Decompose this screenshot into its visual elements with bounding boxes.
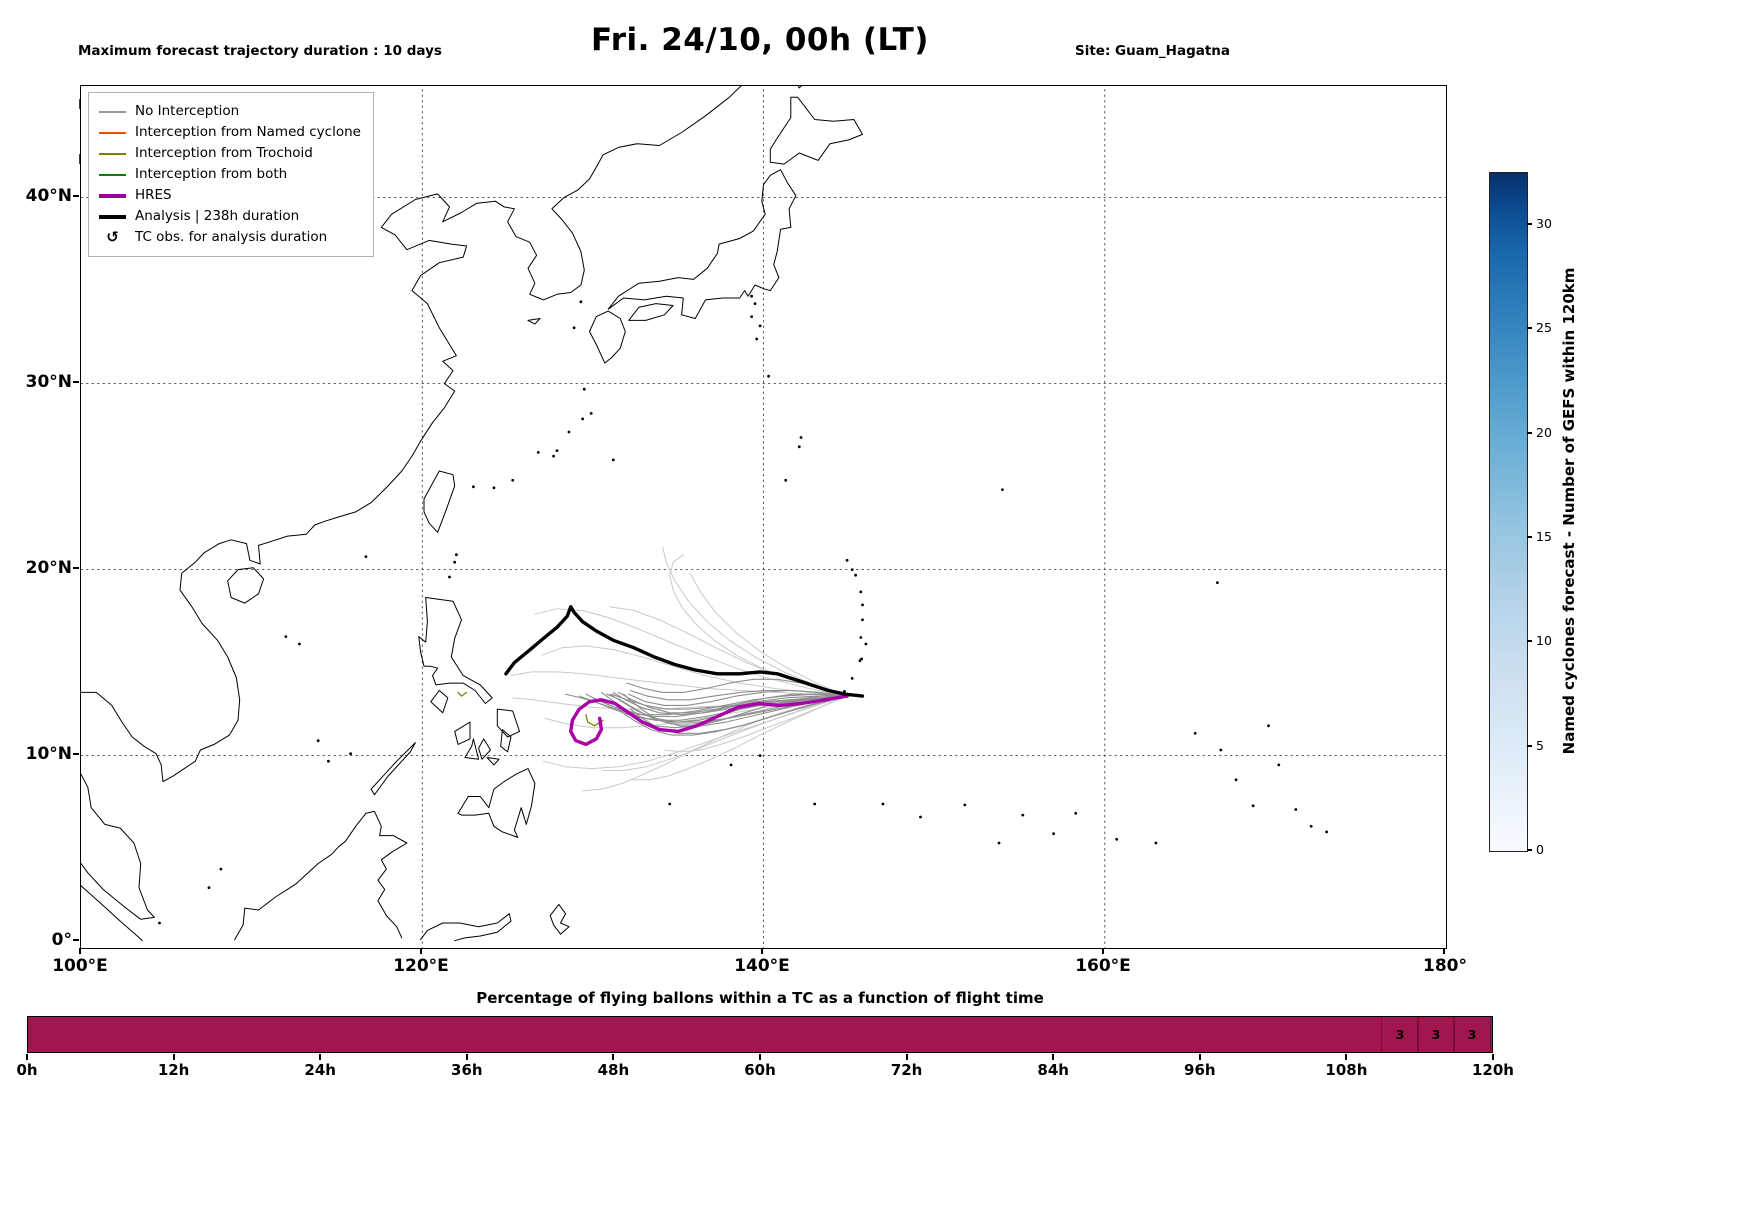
no-interception-line-swatch <box>99 110 126 113</box>
x-tick-mark <box>420 948 422 954</box>
strip-tick-label: 84h <box>1037 1061 1069 1079</box>
strip-chart-title: Percentage of flying ballons within a TC… <box>476 989 1044 1007</box>
y-tick-mark <box>73 567 79 569</box>
legend: No Interception Interception from Named … <box>88 92 374 257</box>
legend-row-tc-obs: ↺ TC obs. for analysis duration <box>99 227 361 248</box>
legend-row-trochoid: Interception from Trochoid <box>99 143 361 164</box>
strip-cell-value: 3 <box>1381 1017 1419 1052</box>
named-cyclone-line-swatch <box>99 131 126 134</box>
strip-tick-mark <box>1198 1054 1201 1060</box>
strip-tick-mark <box>1492 1054 1494 1060</box>
strip-tick-label: 0h <box>16 1061 38 1079</box>
strip-cell-value: 3 <box>1417 1017 1455 1052</box>
strip-tick-label: 36h <box>451 1061 483 1079</box>
strip-tick-mark <box>1052 1054 1055 1060</box>
tc-obs-icon: ↺ <box>106 228 119 246</box>
x-tick-mark <box>761 948 763 954</box>
strip-tick-mark <box>612 1054 615 1060</box>
strip-tick-label: 72h <box>890 1061 923 1079</box>
legend-row-analysis: Analysis | 238h duration <box>99 206 361 227</box>
strip-tick-label: 12h <box>157 1061 190 1079</box>
y-tick-mark <box>73 195 79 197</box>
x-tick-label-140e: 140°E <box>734 956 790 976</box>
x-tick-label-120e: 120°E <box>393 956 449 976</box>
strip-tick-mark <box>1345 1054 1348 1060</box>
y-tick-label-10n: 10°N <box>25 744 72 764</box>
strip-tick-label: 108h <box>1325 1061 1368 1079</box>
x-tick-mark <box>79 948 81 954</box>
strip-tick-label: 48h <box>597 1061 630 1079</box>
x-tick-mark <box>1102 948 1104 954</box>
legend-label: Interception from both <box>135 165 288 182</box>
colorbar <box>1489 172 1528 852</box>
y-tick-label-30n: 30°N <box>25 372 72 392</box>
strip-tick-label: 96h <box>1184 1061 1216 1079</box>
colorbar-tick-mark <box>1527 849 1532 851</box>
y-tick-mark <box>73 381 79 383</box>
y-tick-label-20n: 20°N <box>25 558 72 578</box>
x-tick-label-180: 180° <box>1423 956 1467 976</box>
max-duration-text: Maximum forecast trajectory duration : 1… <box>78 43 442 60</box>
trochoid-line-swatch <box>99 152 126 155</box>
strip-tick-mark <box>26 1054 28 1060</box>
strip-tick-mark <box>465 1054 468 1060</box>
x-tick-label-100e: 100°E <box>52 956 108 976</box>
legend-row-no-interception: No Interception <box>99 101 361 122</box>
legend-label: Interception from Named cyclone <box>135 123 361 140</box>
colorbar-tick-label: 0 <box>1536 842 1544 857</box>
legend-label: TC obs. for analysis duration <box>135 228 328 245</box>
analysis-line-swatch <box>99 214 126 219</box>
legend-label: Analysis | 238h duration <box>135 207 300 224</box>
y-tick-mark <box>73 753 79 755</box>
colorbar-tick-mark <box>1527 536 1532 539</box>
legend-row-hres: HRES <box>99 185 361 206</box>
y-tick-label-0: 0° <box>51 930 72 950</box>
legend-row-named-cyclone: Interception from Named cyclone <box>99 122 361 143</box>
site-text: Site: Guam_Hagatna <box>1075 43 1231 60</box>
x-tick-mark <box>1443 948 1445 954</box>
strip-tick-mark <box>319 1054 322 1060</box>
strip-tick-mark <box>172 1054 175 1060</box>
colorbar-tick-label: 30 <box>1536 216 1552 232</box>
strip-tick-label: 120h <box>1472 1061 1514 1079</box>
colorbar-tick-mark <box>1527 640 1532 643</box>
legend-label: No Interception <box>135 102 240 119</box>
colorbar-label: Named cyclones forecast - Number of GEFS… <box>1560 267 1578 755</box>
colorbar-tick-mark <box>1527 744 1532 747</box>
page-title: Fri. 24/10, 00h (LT) <box>591 22 929 58</box>
legend-row-both: Interception from both <box>99 164 361 185</box>
both-line-swatch <box>99 173 126 176</box>
colorbar-tick-mark <box>1527 223 1532 226</box>
balloon-percentage-bar: 3 3 3 <box>27 1016 1493 1053</box>
map-canvas <box>81 86 1446 948</box>
legend-label: Interception from Trochoid <box>135 144 313 161</box>
x-tick-label-160e: 160°E <box>1075 956 1131 976</box>
colorbar-tick-label: 25 <box>1536 320 1552 336</box>
colorbar-tick-mark <box>1527 431 1532 434</box>
hres-line-swatch <box>99 193 126 198</box>
strip-tick-label: 24h <box>304 1061 336 1079</box>
strip-tick-mark <box>905 1054 908 1060</box>
colorbar-tick-label: 5 <box>1536 737 1544 753</box>
strip-tick-label: 60h <box>744 1061 776 1079</box>
y-tick-mark <box>73 939 79 941</box>
legend-label: HRES <box>135 186 172 203</box>
y-tick-label-40n: 40°N <box>25 186 72 206</box>
colorbar-tick-label: 15 <box>1536 529 1552 545</box>
colorbar-tick-label: 10 <box>1536 633 1552 649</box>
strip-cell-value: 3 <box>1453 1017 1491 1052</box>
colorbar-tick-mark <box>1527 327 1532 330</box>
colorbar-tick-label: 20 <box>1536 424 1552 440</box>
strip-tick-mark <box>759 1054 761 1060</box>
